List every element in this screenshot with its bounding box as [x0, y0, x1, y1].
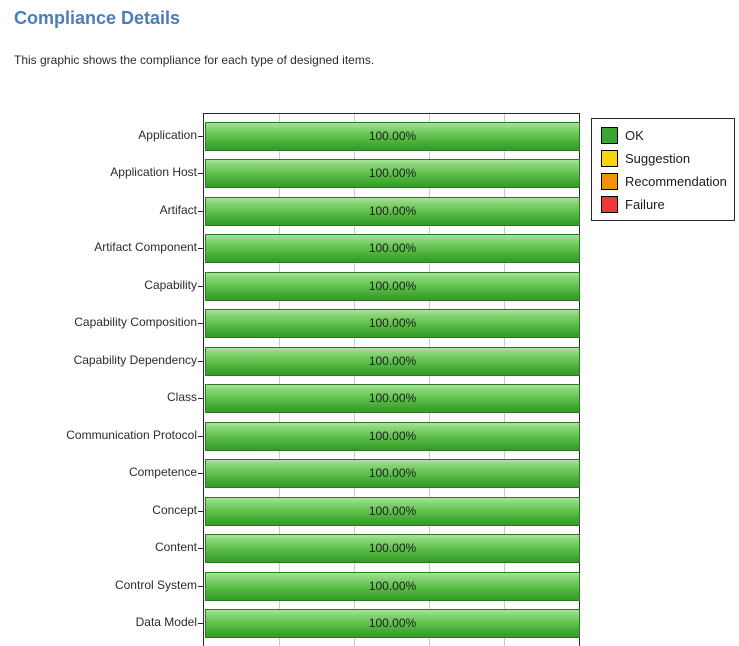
category-label: Data Model — [135, 614, 197, 629]
legend-item: Suggestion — [601, 150, 728, 167]
axis-tick — [198, 285, 203, 287]
axis-tick — [198, 548, 203, 550]
page-subtitle: This graphic shows the compliance for ea… — [14, 53, 375, 67]
compliance-bar: 100.00% — [205, 196, 580, 226]
category-label: Competence — [128, 465, 197, 480]
compliance-bar: 100.00% — [205, 571, 580, 601]
bar-value-label: 100.00% — [368, 541, 417, 556]
gridline — [279, 114, 280, 646]
gridline — [354, 114, 355, 646]
compliance-bar: 100.00% — [205, 271, 580, 301]
compliance-bar: 100.00% — [205, 421, 580, 451]
bar-value-label: 100.00% — [368, 278, 417, 293]
axis-tick — [198, 136, 203, 137]
category-axis-labels: Application Application Host Artifact Artif… — [0, 113, 197, 646]
bar-value-label: 100.00% — [368, 391, 417, 406]
category-label: Concept — [152, 502, 197, 517]
axis-tick — [198, 323, 203, 325]
legend-swatch-icon — [601, 127, 618, 144]
category-label: Capability — [144, 277, 197, 292]
compliance-bar: 100.00% — [205, 346, 580, 376]
bar-value-label: 100.00% — [368, 428, 417, 443]
bar-value-label: 100.00% — [368, 241, 417, 256]
legend-item: Failure — [601, 196, 728, 213]
legend-label: OK — [625, 128, 644, 143]
category-label: Artifact — [159, 202, 197, 217]
compliance-bar: 100.00% — [205, 309, 580, 339]
axis-tick — [198, 473, 203, 475]
compliance-bar: 100.00% — [205, 159, 580, 189]
bar-value-label: 100.00% — [368, 129, 417, 143]
compliance-bar: 100.00% — [205, 234, 580, 264]
legend-swatch-icon — [601, 196, 618, 213]
legend-item: Recommendation — [601, 173, 728, 190]
category-label: Capability Dependency — [73, 352, 197, 367]
category-label: Communication Protocol — [66, 427, 197, 442]
gridline — [429, 114, 430, 646]
bar-value-label: 100.00% — [368, 353, 417, 368]
page-title: Compliance Details — [14, 8, 181, 28]
axis-tick — [198, 435, 203, 437]
category-label: Capability Composition — [74, 315, 197, 330]
axis-tick — [198, 585, 203, 587]
bar-value-label: 100.00% — [368, 203, 417, 218]
axis-tick — [198, 173, 203, 175]
compliance-bar: 100.00% — [205, 459, 580, 489]
axis-tick — [198, 210, 203, 212]
legend-label: Suggestion — [625, 151, 691, 166]
compliance-bar: 100.00% — [205, 608, 580, 638]
category-label: Control System — [114, 577, 197, 592]
category-label: Class — [166, 390, 197, 405]
legend-label: Recommendation — [625, 174, 727, 189]
legend-item: OK — [601, 127, 728, 144]
category-label: Application Host — [110, 165, 197, 180]
bar-value-label: 100.00% — [368, 166, 417, 181]
bar-value-label: 100.00% — [368, 615, 417, 630]
axis-tick — [198, 510, 203, 512]
axis-tick — [198, 398, 203, 400]
axis-tick — [198, 248, 203, 250]
legend-label: Failure — [625, 197, 665, 212]
compliance-bar: 100.00% — [205, 534, 580, 564]
bar-value-label: 100.00% — [368, 503, 417, 518]
legend-swatch-icon — [601, 173, 618, 190]
compliance-bar: 100.00% — [205, 496, 580, 526]
legend-swatch-icon — [601, 150, 618, 167]
axis-tick — [198, 360, 203, 362]
compliance-bar: 100.00% — [205, 122, 580, 151]
category-label: Application — [138, 128, 197, 142]
compliance-bar: 100.00% — [205, 384, 580, 414]
axis-tick — [198, 622, 203, 624]
bar-value-label: 100.00% — [368, 316, 417, 331]
legend: OK Suggestion Recommendation Failure — [591, 118, 735, 221]
category-label: Content — [154, 540, 197, 555]
gridline — [504, 114, 505, 646]
plot-area: 100.00% 100.00% 100.00% 100.00% 100.00% 100.0… — [203, 113, 580, 646]
bar-value-label: 100.00% — [368, 466, 417, 481]
category-label: Artifact Component — [94, 240, 197, 255]
bar-value-label: 100.00% — [368, 578, 417, 593]
